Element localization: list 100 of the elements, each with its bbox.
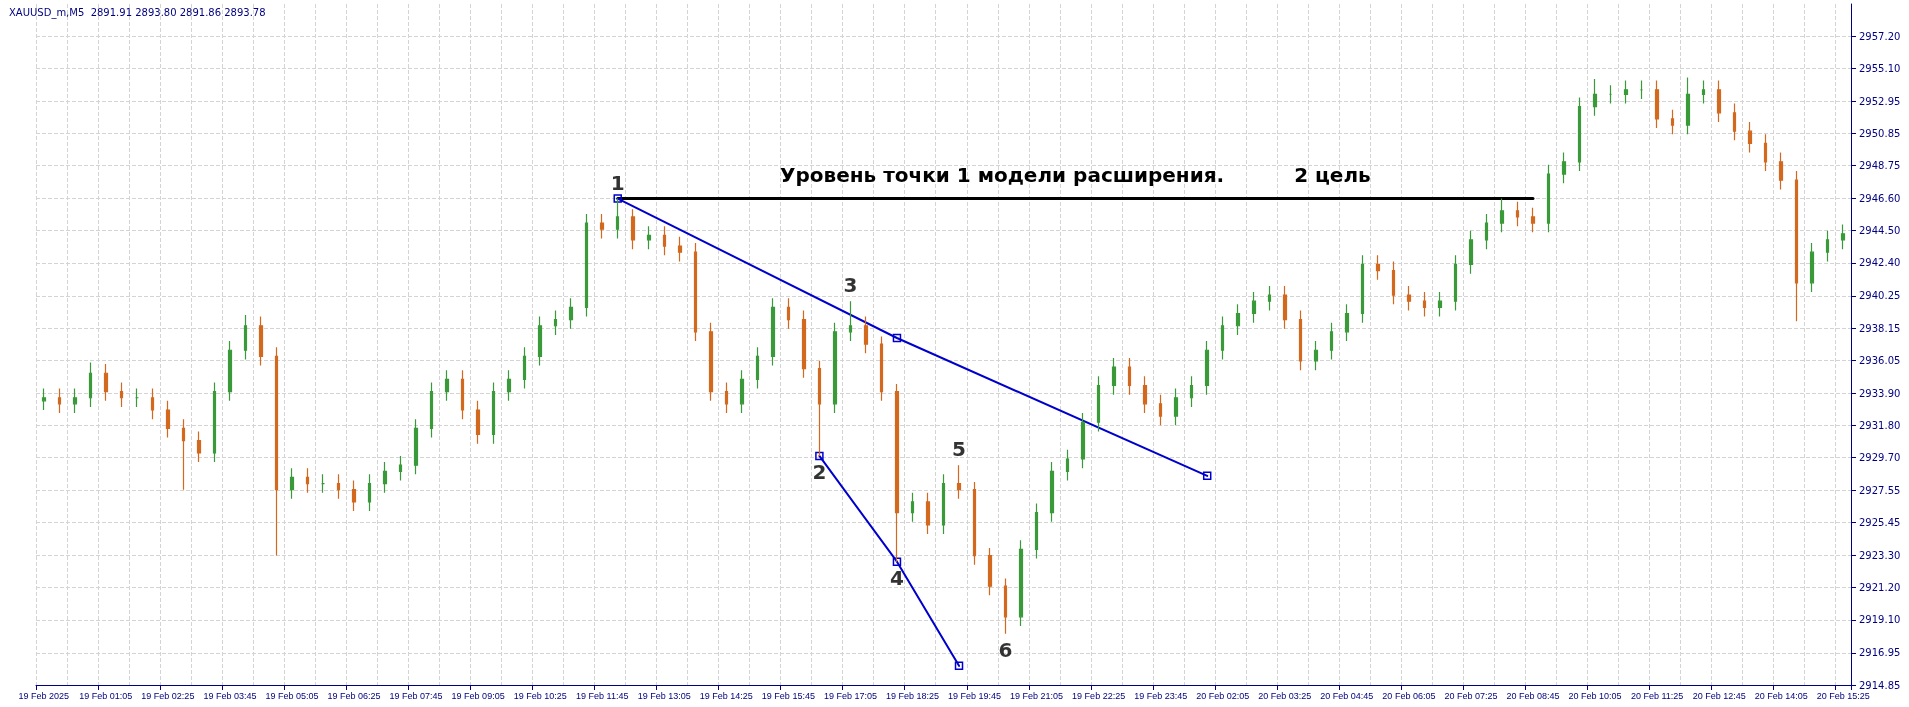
candlestick xyxy=(1065,449,1070,482)
x-tick-label: 20 Feb 15:25 xyxy=(1816,690,1870,701)
candlestick xyxy=(1639,80,1644,100)
candlestick xyxy=(522,346,527,390)
candlestick xyxy=(584,213,589,318)
candlestick xyxy=(662,225,667,256)
x-tick-label: 20 Feb 12:45 xyxy=(1692,690,1746,701)
y-tick-label: 2948.75 xyxy=(1859,160,1901,172)
y-tick-label: 2925.45 xyxy=(1859,517,1901,529)
point xyxy=(892,333,902,343)
candlestick xyxy=(925,492,931,535)
y-tick-label: 2923.30 xyxy=(1859,550,1901,562)
x-tick-label: 19 Feb 18:25 xyxy=(885,690,939,701)
candlestick xyxy=(1546,164,1551,233)
candlestick xyxy=(1220,315,1225,361)
x-tick-label: 20 Feb 11:25 xyxy=(1630,690,1684,701)
candlestick xyxy=(1747,121,1753,154)
candlestick xyxy=(987,547,993,596)
annotation: 2 цель xyxy=(1294,162,1371,187)
candlestick xyxy=(1701,80,1706,105)
candlestick xyxy=(258,315,264,367)
candlestick xyxy=(165,400,171,439)
candlestick xyxy=(615,197,620,239)
candlestick xyxy=(1685,76,1691,135)
candlestick xyxy=(1561,152,1567,184)
x-tick-label: 20 Feb 14:05 xyxy=(1754,690,1808,701)
candlestick xyxy=(568,297,574,330)
x-tick-label: 19 Feb 23:45 xyxy=(1134,690,1188,701)
text: 3 xyxy=(843,273,858,298)
x-tick-label: 19 Feb 15:45 xyxy=(761,690,815,701)
candlestick xyxy=(1732,102,1737,141)
x-tick-label: 19 Feb 13:05 xyxy=(637,690,691,701)
y-tick-label: 2921.20 xyxy=(1859,582,1901,594)
y-tick-label: 2950.85 xyxy=(1859,127,1901,139)
candlestick xyxy=(1391,260,1396,305)
point xyxy=(892,557,902,566)
candlestick xyxy=(1018,539,1024,627)
candlestick xyxy=(1298,309,1303,371)
candlestick xyxy=(646,225,652,250)
candlestick xyxy=(1577,96,1582,172)
x-tick-label: 19 Feb 01:05 xyxy=(79,690,133,701)
x-tick-label: 19 Feb 07:45 xyxy=(389,690,443,701)
candlestick xyxy=(506,369,512,402)
candlestick xyxy=(1484,213,1489,250)
candlestick xyxy=(1127,357,1132,396)
candlestick xyxy=(693,242,698,342)
x-tick-label: 20 Feb 02:05 xyxy=(1196,690,1250,701)
candlestick xyxy=(863,315,869,354)
x-tick-label: 19 Feb 10:25 xyxy=(513,690,567,701)
y-tick-label: 2919.10 xyxy=(1859,614,1901,626)
candlestick xyxy=(1158,394,1163,426)
x-tick-label: 19 Feb 14:25 xyxy=(699,690,753,701)
candlestick xyxy=(724,381,729,414)
x-tick-label: 19 Feb 2025 xyxy=(18,690,70,701)
candlestick xyxy=(801,309,807,379)
candlestick xyxy=(320,473,326,494)
x-tick-label: 20 Feb 06:05 xyxy=(1382,690,1436,701)
candlestick xyxy=(1623,80,1629,105)
candlestick xyxy=(444,369,450,402)
candlestick xyxy=(1235,303,1241,336)
y-tick-label: 2936.05 xyxy=(1859,354,1901,366)
candlestick xyxy=(1049,461,1055,523)
candlestick xyxy=(1654,80,1660,129)
candlestick xyxy=(1515,201,1520,227)
candlestick xyxy=(1080,412,1086,469)
candlestick xyxy=(1840,224,1846,250)
candlestick xyxy=(1825,230,1830,262)
x-tick-label: 19 Feb 09:05 xyxy=(451,690,505,701)
x-tick-label: 19 Feb 05:05 xyxy=(265,690,319,701)
candlestick xyxy=(1344,303,1350,342)
candlestick xyxy=(1173,387,1179,426)
y-tick-label: 2944.50 xyxy=(1859,225,1901,237)
annotation: Уровень точки 1 модели расширения. xyxy=(780,162,1225,187)
candlestick xyxy=(305,467,310,494)
x-tick-label: 19 Feb 02:25 xyxy=(141,690,195,701)
candlestick xyxy=(41,387,47,411)
x-tick-label: 20 Feb 08:45 xyxy=(1506,690,1560,701)
candlestick xyxy=(677,236,683,262)
candlestick xyxy=(134,387,140,408)
x-tick-label: 19 Feb 11:45 xyxy=(576,690,629,701)
candlestick xyxy=(956,464,962,500)
candlestick xyxy=(770,297,776,367)
candlestick xyxy=(537,315,543,367)
candlestick xyxy=(1034,502,1039,560)
candlestick xyxy=(150,387,155,420)
candlestick xyxy=(1592,78,1598,117)
candlestick xyxy=(367,473,372,512)
candlestick xyxy=(398,455,403,482)
y-tick-label: 2927.55 xyxy=(1859,484,1901,496)
candlestick xyxy=(708,322,714,402)
y-tick-label: 2942.40 xyxy=(1859,257,1901,269)
candlestick xyxy=(1468,230,1474,275)
y-tick-label: 2929.70 xyxy=(1859,451,1901,463)
candlestick xyxy=(1794,170,1799,322)
candlestick xyxy=(1778,152,1784,190)
candlestick xyxy=(227,340,233,402)
text: 2 xyxy=(812,459,827,484)
candlestick xyxy=(1375,254,1381,281)
candlestick xyxy=(1530,207,1536,233)
candlestick xyxy=(739,369,745,414)
